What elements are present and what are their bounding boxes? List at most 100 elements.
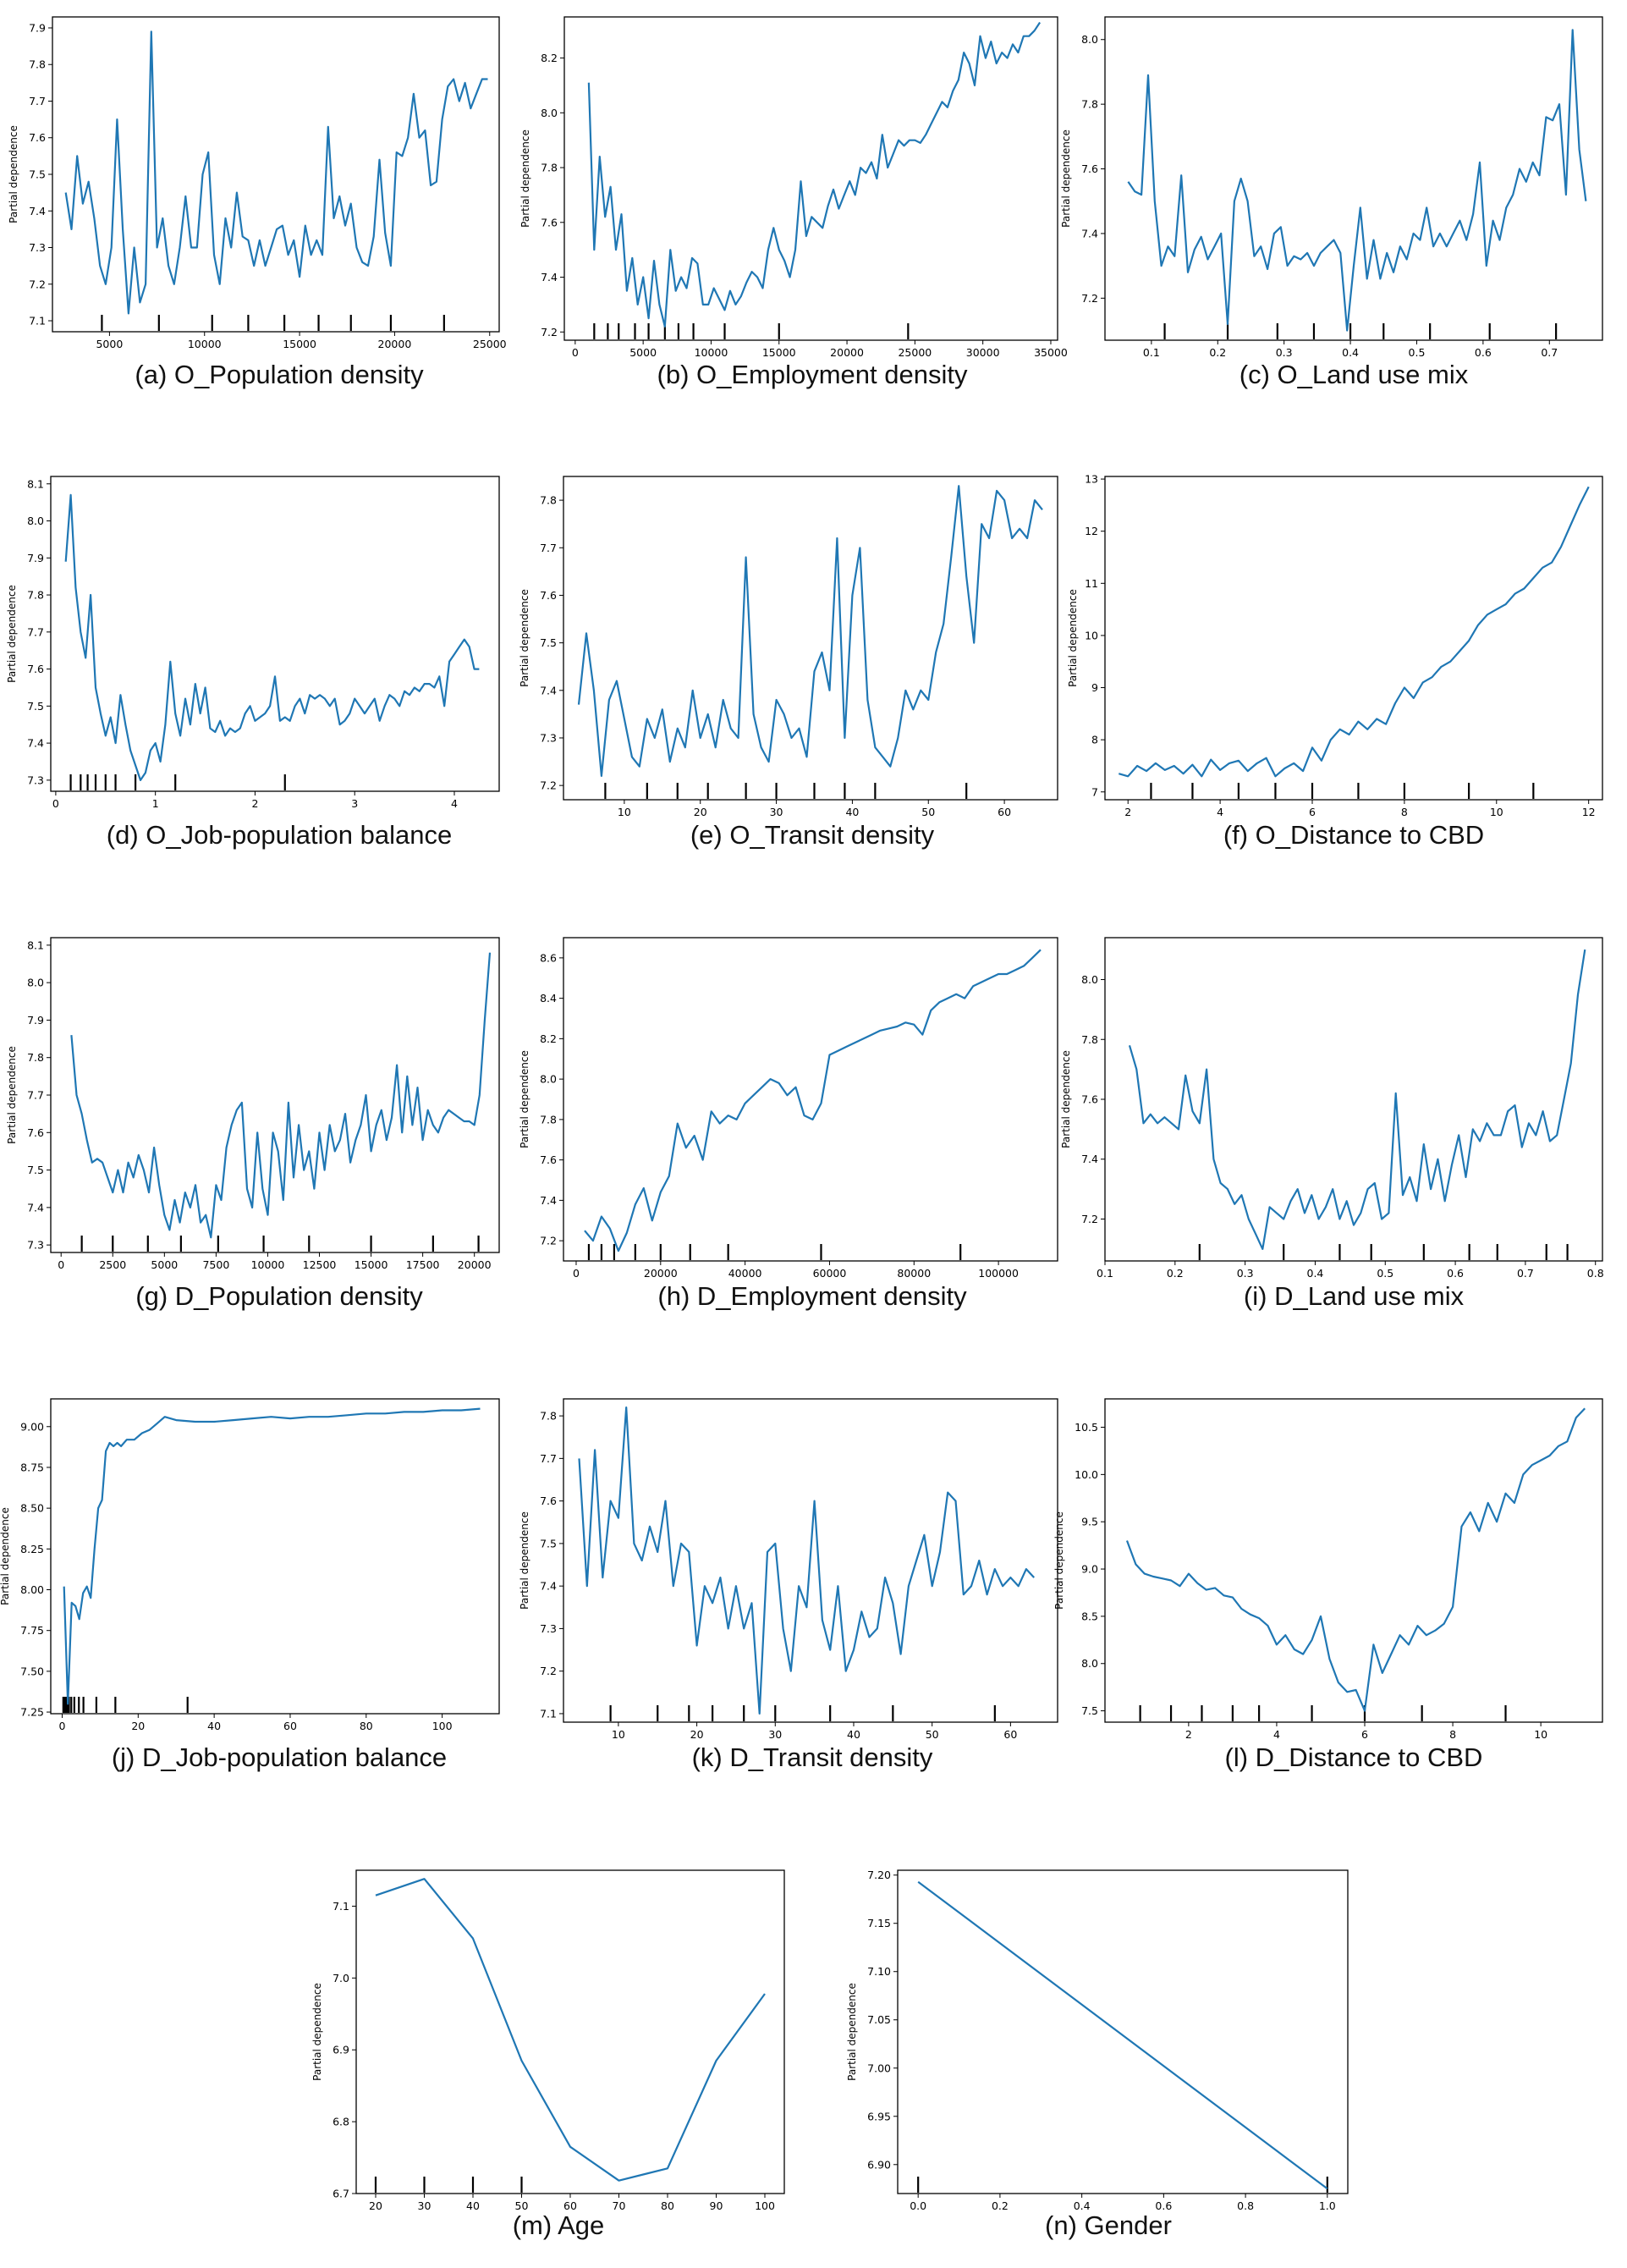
y-tick-label: 8.2 <box>540 1032 557 1045</box>
plot-frame <box>563 16 1058 341</box>
panel-caption: (h) D_Employment density <box>657 1281 967 1311</box>
x-tick-label: 0.4 <box>1074 2199 1091 2212</box>
panel-caption: (f) O_Distance to CBD <box>1223 820 1485 850</box>
y-tick-label: 7.6 <box>540 1153 557 1166</box>
x-tick-label: 100 <box>432 1720 453 1732</box>
y-tick-label: 6.90 <box>867 2158 891 2171</box>
y-axis-title: Partial dependence <box>0 1507 11 1605</box>
y-tick-label: 8.0 <box>27 515 44 527</box>
x-tick-label: 30 <box>770 806 783 818</box>
x-tick-label: 20 <box>694 806 707 818</box>
y-tick-label: 7.6 <box>1081 1093 1098 1106</box>
y-tick-label: 7.4 <box>540 684 557 696</box>
x-tick-label: 10000 <box>188 338 222 350</box>
y-tick-label: 8.1 <box>27 477 44 490</box>
x-tick-label: 50 <box>921 806 935 818</box>
y-axis-title: Partial dependence <box>1053 1511 1065 1610</box>
partial-dependence-line <box>64 30 488 315</box>
panel-caption: (c) O_Land use mix <box>1239 360 1469 389</box>
y-tick-label: 8 <box>1091 734 1098 746</box>
y-tick-label: 7.8 <box>27 589 44 602</box>
x-tick-label: 5000 <box>151 1258 178 1271</box>
x-tick-label: 5000 <box>629 346 657 359</box>
panel-caption: (n) Gender <box>1045 2210 1172 2240</box>
y-axis-title: Partial dependence <box>8 125 19 223</box>
x-tick-label: 80 <box>661 2199 674 2212</box>
x-tick-label: 80 <box>360 1720 373 1732</box>
x-tick-label: 60 <box>998 806 1011 818</box>
x-tick-label: 25000 <box>473 338 507 350</box>
x-tick-label: 12500 <box>303 1258 337 1271</box>
x-tick-label: 8 <box>1401 806 1408 818</box>
partial-dependence-line <box>1125 1407 1586 1712</box>
x-tick-label: 1 <box>152 797 159 810</box>
x-tick-label: 30000 <box>966 346 1000 359</box>
y-tick-label: 7.5 <box>29 168 46 181</box>
panel-caption: (l) D_Distance to CBD <box>1224 1742 1483 1772</box>
plot-frame <box>1104 16 1603 341</box>
y-tick-label: 7.8 <box>540 1113 557 1126</box>
x-tick-label: 1.0 <box>1319 2199 1336 2212</box>
y-tick-label: 7 <box>1091 785 1098 798</box>
y-tick-label: 7.7 <box>27 625 44 638</box>
y-tick-label: 7.6 <box>540 1495 557 1507</box>
y-tick-label: 7.8 <box>540 1410 557 1423</box>
x-tick-label: 0.5 <box>1377 1267 1393 1280</box>
x-tick-label: 4 <box>451 797 458 810</box>
y-tick-label: 7.8 <box>540 494 557 507</box>
panel-caption: (d) O_Job-population balance <box>106 820 453 850</box>
x-tick-label: 50 <box>926 1728 939 1741</box>
y-axis-title: Partial dependence <box>1067 589 1079 687</box>
x-tick-label: 8 <box>1449 1728 1456 1741</box>
partial-dependence-line <box>917 1880 1328 2190</box>
x-tick-label: 30 <box>768 1728 782 1741</box>
partial-dependence-line <box>1128 949 1586 1251</box>
y-tick-label: 7.4 <box>540 1194 557 1207</box>
plot-frame <box>1104 1398 1603 1723</box>
y-tick-label: 7.3 <box>29 241 46 254</box>
x-tick-label: 0.8 <box>1587 1267 1604 1280</box>
x-tick-label: 40 <box>466 2199 480 2212</box>
y-tick-label: 7.1 <box>29 315 46 328</box>
plot-frame <box>50 476 500 792</box>
y-tick-label: 7.6 <box>541 216 558 228</box>
x-tick-label: 90 <box>710 2199 723 2212</box>
y-tick-label: 7.10 <box>867 1965 891 1978</box>
y-tick-label: 7.6 <box>1081 162 1098 175</box>
x-tick-label: 15000 <box>355 1258 388 1271</box>
y-axis-title: Partial dependence <box>311 1983 323 2081</box>
x-tick-label: 0.6 <box>1155 2199 1172 2212</box>
x-tick-label: 12 <box>1582 806 1596 818</box>
x-tick-label: 100 <box>755 2199 775 2212</box>
panel-caption: (e) O_Transit density <box>690 820 935 850</box>
y-tick-label: 7.6 <box>540 589 557 602</box>
x-tick-label: 15000 <box>283 338 316 350</box>
y-tick-label: 7.4 <box>541 271 558 284</box>
x-tick-label: 100000 <box>978 1267 1019 1280</box>
x-tick-label: 0.0 <box>910 2199 926 2212</box>
y-tick-label: 7.9 <box>27 552 44 564</box>
x-tick-label: 0.8 <box>1237 2199 1254 2212</box>
x-tick-label: 0 <box>58 1720 65 1732</box>
x-tick-label: 0.3 <box>1237 1267 1254 1280</box>
y-tick-label: 9 <box>1091 681 1098 694</box>
panel-caption: (a) O_Population density <box>135 360 424 389</box>
y-tick-label: 8.1 <box>27 939 44 951</box>
x-tick-label: 40000 <box>728 1267 762 1280</box>
x-tick-label: 15000 <box>762 346 796 359</box>
x-tick-label: 0.7 <box>1517 1267 1534 1280</box>
x-tick-label: 2500 <box>99 1258 126 1271</box>
